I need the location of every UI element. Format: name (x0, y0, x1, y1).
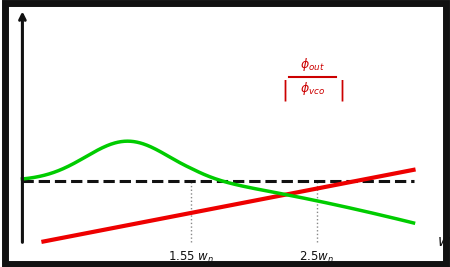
Text: 1.55 $w_n$: 1.55 $w_n$ (167, 250, 214, 265)
Text: $|$: $|$ (281, 78, 288, 104)
Text: 2.5$w_n$: 2.5$w_n$ (299, 250, 334, 265)
Text: $|$: $|$ (338, 78, 344, 104)
Text: $\phi_{out}$: $\phi_{out}$ (300, 56, 325, 73)
Text: $\phi_{vco}$: $\phi_{vco}$ (300, 80, 325, 97)
Text: $w$: $w$ (436, 234, 450, 249)
